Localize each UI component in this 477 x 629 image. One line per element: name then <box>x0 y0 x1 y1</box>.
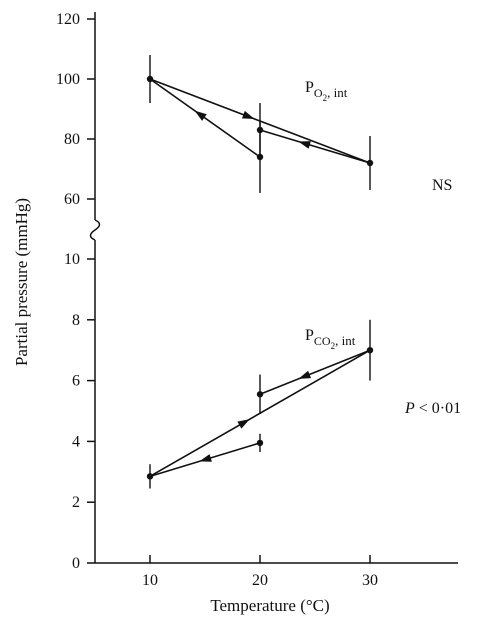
y-axis-title: Partial pressure (mmHg) <box>12 198 31 366</box>
data-point <box>146 473 154 480</box>
y-tick-label: 4 <box>72 433 80 450</box>
series-label-po2: PO2, int <box>305 79 348 103</box>
direction-arrow-icon <box>298 370 312 379</box>
series-line-po2-cooling <box>259 129 371 164</box>
series-line-pco2-cooling <box>259 349 371 396</box>
data-point <box>366 159 374 167</box>
x-tick-label: 30 <box>362 572 378 589</box>
x-tick-label: 20 <box>252 572 268 589</box>
data-point <box>366 347 374 354</box>
significance-ns: NS <box>432 177 452 194</box>
direction-arrow-icon <box>298 141 311 149</box>
direction-arrow-icon <box>241 110 255 119</box>
y-tick-label: 6 <box>72 373 80 390</box>
y-axis: 0 2 4 6 8 10 60 80 100 120 <box>56 11 101 572</box>
plot-area <box>146 55 374 489</box>
y-tick-label: 0 <box>72 555 80 572</box>
data-point <box>256 153 264 161</box>
y-tick-label: 60 <box>64 191 80 208</box>
y-tick-label: 2 <box>72 494 80 511</box>
y-tick-label: 10 <box>64 251 80 268</box>
data-point <box>256 439 264 447</box>
data-point <box>146 75 154 83</box>
y-axis-break <box>89 219 101 241</box>
direction-arrow-icon <box>194 110 207 121</box>
y-tick-label: 120 <box>56 11 80 28</box>
x-tick-label: 10 <box>142 572 158 589</box>
significance-p: P < 0·01 <box>404 400 461 417</box>
x-ticks: 10 20 30 <box>142 555 378 589</box>
data-point <box>256 391 264 398</box>
x-axis-title: Temperature (°C) <box>210 596 329 615</box>
direction-arrow-icon <box>199 454 212 462</box>
y-ticks: 0 2 4 6 8 10 60 80 100 120 <box>56 11 95 572</box>
y-tick-label: 80 <box>64 131 80 148</box>
direction-arrow-icon <box>237 419 250 429</box>
series-label-pco2: PCO2, int <box>305 327 356 351</box>
x-axis: 10 20 30 <box>95 555 458 589</box>
y-tick-label: 100 <box>56 71 80 88</box>
series-line-po2-cooling <box>149 78 261 158</box>
y-tick-label: 8 <box>72 312 80 329</box>
